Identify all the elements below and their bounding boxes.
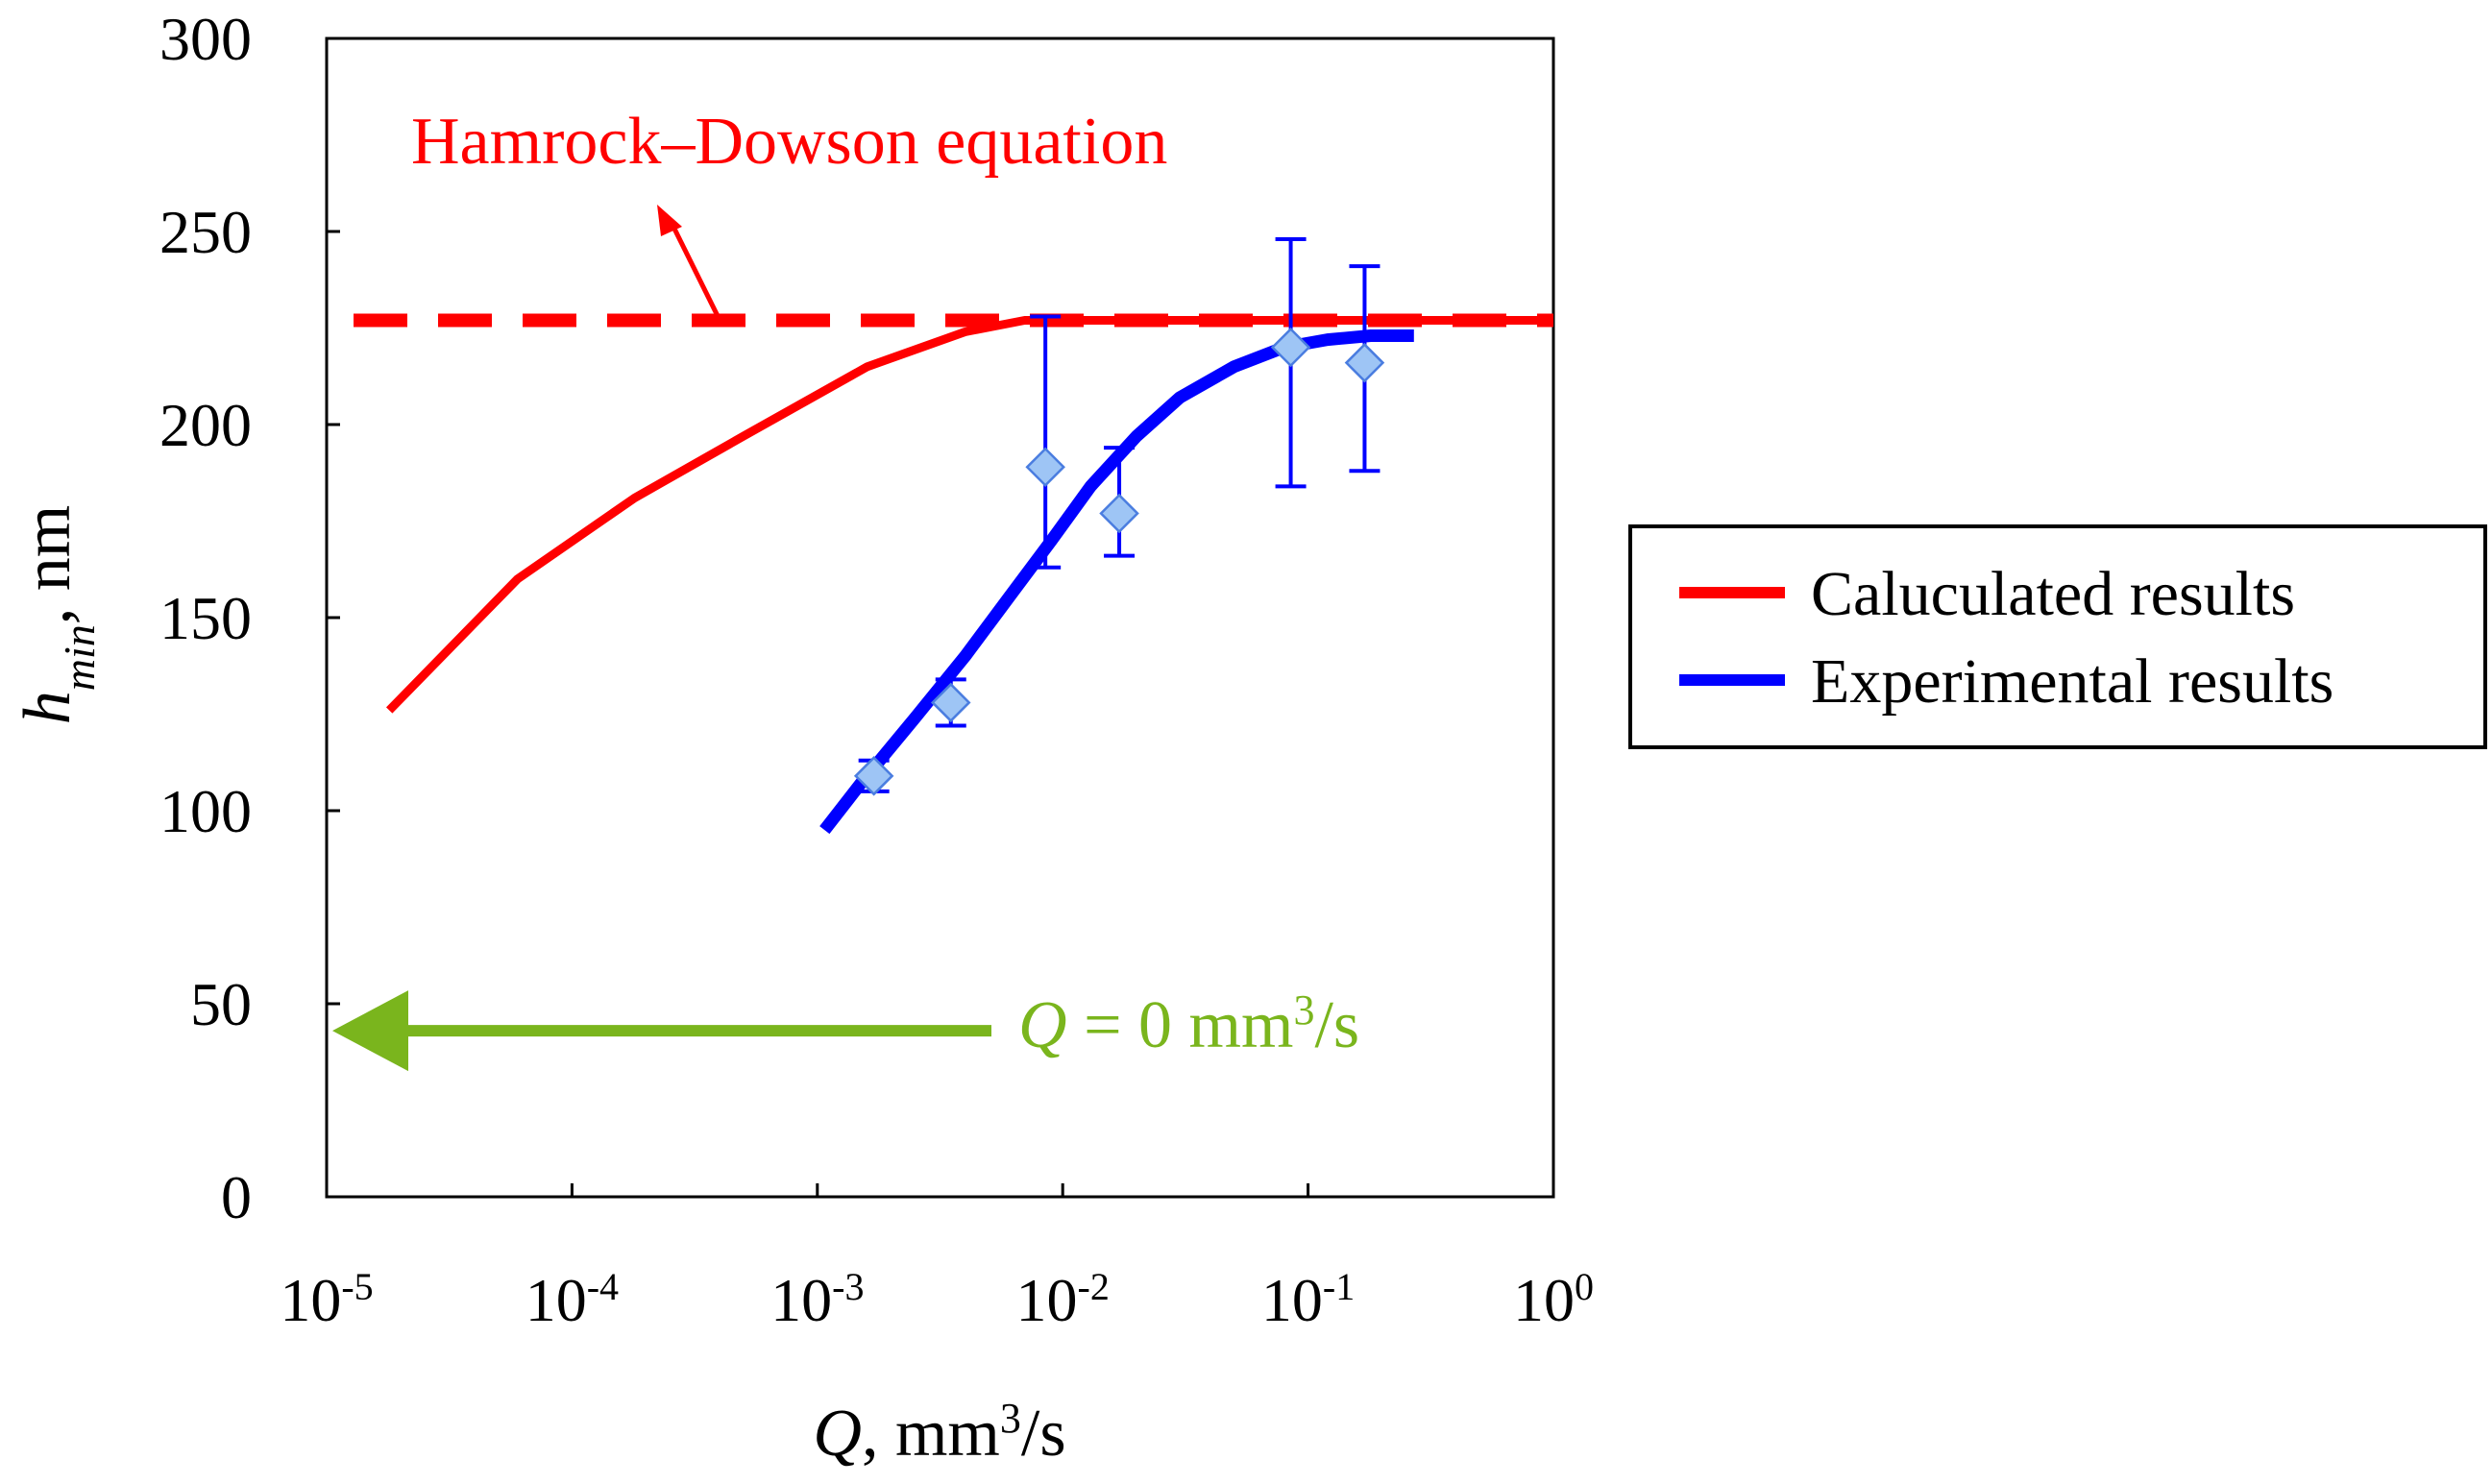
legend-label-experimental: Experimental results <box>1811 646 2333 717</box>
y-tick-label: 250 <box>159 198 252 266</box>
y-axis-label: hmin, nm <box>11 505 104 724</box>
legend-box <box>1628 524 2487 749</box>
data-point <box>853 756 894 796</box>
y-tick-label: 50 <box>190 970 252 1038</box>
y-tick-label: 200 <box>159 391 252 459</box>
hamrock-dowson-label: Hamrock–Dowson equation <box>411 105 1167 179</box>
x-tick-label: 100 <box>1513 1265 1594 1335</box>
legend-label-calculated: Caluculated results <box>1811 559 2295 629</box>
y-tick-label: 300 <box>159 5 252 73</box>
x-tick-label: 10-3 <box>770 1265 864 1335</box>
x-axis: 10-5 10-4 10-3 10-2 10-1 100 <box>280 1183 1594 1334</box>
x-tick-label: 10-2 <box>1016 1265 1110 1335</box>
y-tick-label: 150 <box>159 584 252 652</box>
series-calculated-line <box>385 316 1553 714</box>
data-point <box>1270 327 1311 368</box>
x-tick-label: 10-1 <box>1261 1265 1355 1335</box>
series-experimental-line <box>819 329 1414 835</box>
hamrock-dowson-pointer <box>668 219 723 324</box>
data-point <box>1344 342 1385 383</box>
data-point <box>1099 493 1139 534</box>
data-point <box>1025 447 1065 487</box>
legend: Caluculated results Experimental results <box>1628 524 2487 749</box>
q-zero-label: Q = 0 mm3/s <box>1018 986 1359 1063</box>
y-axis: 0 50 100 150 200 250 300 <box>159 5 340 1231</box>
y-tick-label: 100 <box>159 777 252 845</box>
experimental-points <box>853 237 1385 796</box>
series-layer <box>385 316 1553 835</box>
plot-area <box>325 36 1555 1199</box>
x-tick-label: 10-4 <box>525 1265 619 1335</box>
hamrock-dowson-arrowhead <box>657 205 682 236</box>
q-zero-arrowhead <box>332 990 408 1072</box>
y-tick-label: 0 <box>221 1163 252 1231</box>
x-tick-label: 10-5 <box>280 1265 373 1335</box>
x-axis-label: Q, mm3/s <box>813 1395 1065 1472</box>
data-point <box>930 682 971 723</box>
